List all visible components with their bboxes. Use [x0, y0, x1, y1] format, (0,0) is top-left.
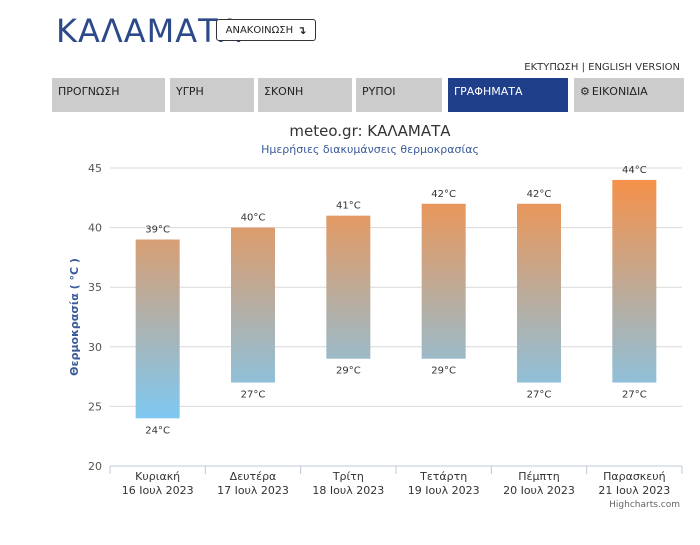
high-temp-label: 40°C [241, 213, 266, 224]
temperature-bar [421, 203, 466, 359]
x-tick-day-label: Τετάρτη [419, 470, 467, 483]
low-temp-label: 27°C [241, 390, 266, 401]
english-version-link[interactable]: ENGLISH VERSION [588, 62, 680, 73]
x-tick-date-label: 17 Ιουλ 2023 [217, 484, 289, 497]
temperature-bar [326, 215, 371, 359]
link-separator: | [581, 62, 585, 73]
high-temp-label: 44°C [622, 165, 647, 176]
announcement-label: ΑΝΑΚΟΙΝΩΣΗ [225, 24, 294, 36]
tab-label: ΥΓΡΗ [176, 85, 204, 98]
y-axis-label: Θερμοκρασία ( °C ) [68, 258, 81, 376]
high-temp-label: 41°C [336, 201, 361, 212]
chart-subtitle: Ημερήσιες διακυμάνσεις θερμοκρασίας [261, 143, 479, 156]
high-temp-label: 42°C [527, 189, 552, 200]
high-temp-label: 39°C [145, 225, 170, 236]
tab-label: ΣΚΟΝΗ [264, 85, 304, 98]
x-tick-date-label: 21 Ιουλ 2023 [598, 484, 670, 497]
tab-pollutants[interactable]: ΡΥΠΟΙ [356, 78, 442, 112]
chart-credits: Highcharts.com [609, 500, 680, 510]
tab-label: ΠΡΟΓΝΩΣΗ [58, 85, 120, 98]
y-tick-label: 20 [88, 460, 102, 473]
low-temp-label: 27°C [527, 390, 552, 401]
temperature-bar [135, 239, 180, 419]
x-tick-date-label: 18 Ιουλ 2023 [312, 484, 384, 497]
tab-forecast[interactable]: ΠΡΟΓΝΩΣΗ [52, 78, 165, 112]
x-tick-day-label: Παρασκευή [603, 470, 666, 483]
temperature-bar [612, 179, 657, 383]
high-temp-label: 42°C [431, 189, 456, 200]
x-tick-day-label: Δευτέρα [230, 470, 277, 483]
tab-label: ΕΙΚΟΝΙΔΙΑ [591, 85, 648, 98]
x-tick-day-label: Πέμπτη [518, 470, 559, 483]
arrow-turn-down-icon: ↴ [297, 23, 307, 37]
top-links: ΕΚΤΥΠΩΣΗ | ENGLISH VERSION [524, 62, 680, 73]
tab-label: ΓΡΑΦΗΜΑΤΑ [454, 85, 523, 98]
x-tick-day-label: Τρίτη [332, 470, 364, 483]
temperature-chart: meteo.gr: ΚΑΛΑΜΑΤΑ Ημερήσιες διακυμάνσεις… [68, 122, 683, 510]
low-temp-label: 29°C [431, 366, 456, 377]
tab-charts[interactable]: ΓΡΑΦΗΜΑΤΑ [448, 78, 568, 112]
gear-icon: ⚙ [580, 85, 590, 98]
low-temp-label: 27°C [622, 390, 647, 401]
y-tick-label: 45 [88, 162, 102, 175]
x-tick-date-label: 19 Ιουλ 2023 [408, 484, 480, 497]
chart-title: meteo.gr: ΚΑΛΑΜΑΤΑ [289, 122, 451, 140]
tab-icons[interactable]: ⚙ ΕΙΚΟΝΙΔΙΑ [574, 78, 684, 112]
x-tick-day-label: Κυριακή [135, 470, 180, 483]
y-tick-label: 40 [88, 222, 102, 235]
temperature-bar [231, 227, 275, 383]
announcement-button[interactable]: ΑΝΑΚΟΙΝΩΣΗ ↴ [216, 19, 316, 41]
page-title: ΚΑΛΑΜΑΤΑ [56, 12, 242, 50]
x-tick-date-label: 16 Ιουλ 2023 [122, 484, 194, 497]
x-tick-date-label: 20 Ιουλ 2023 [503, 484, 575, 497]
y-tick-label: 25 [88, 400, 102, 413]
temperature-bar [517, 203, 561, 383]
low-temp-label: 29°C [336, 366, 361, 377]
y-tick-label: 35 [88, 281, 102, 294]
tab-humidity[interactable]: ΥΓΡΗ [170, 78, 254, 112]
y-tick-label: 30 [88, 341, 102, 354]
tab-label: ΡΥΠΟΙ [362, 85, 396, 98]
print-link[interactable]: ΕΚΤΥΠΩΣΗ [524, 62, 579, 73]
low-temp-label: 24°C [145, 425, 170, 436]
tab-dust[interactable]: ΣΚΟΝΗ [258, 78, 352, 112]
